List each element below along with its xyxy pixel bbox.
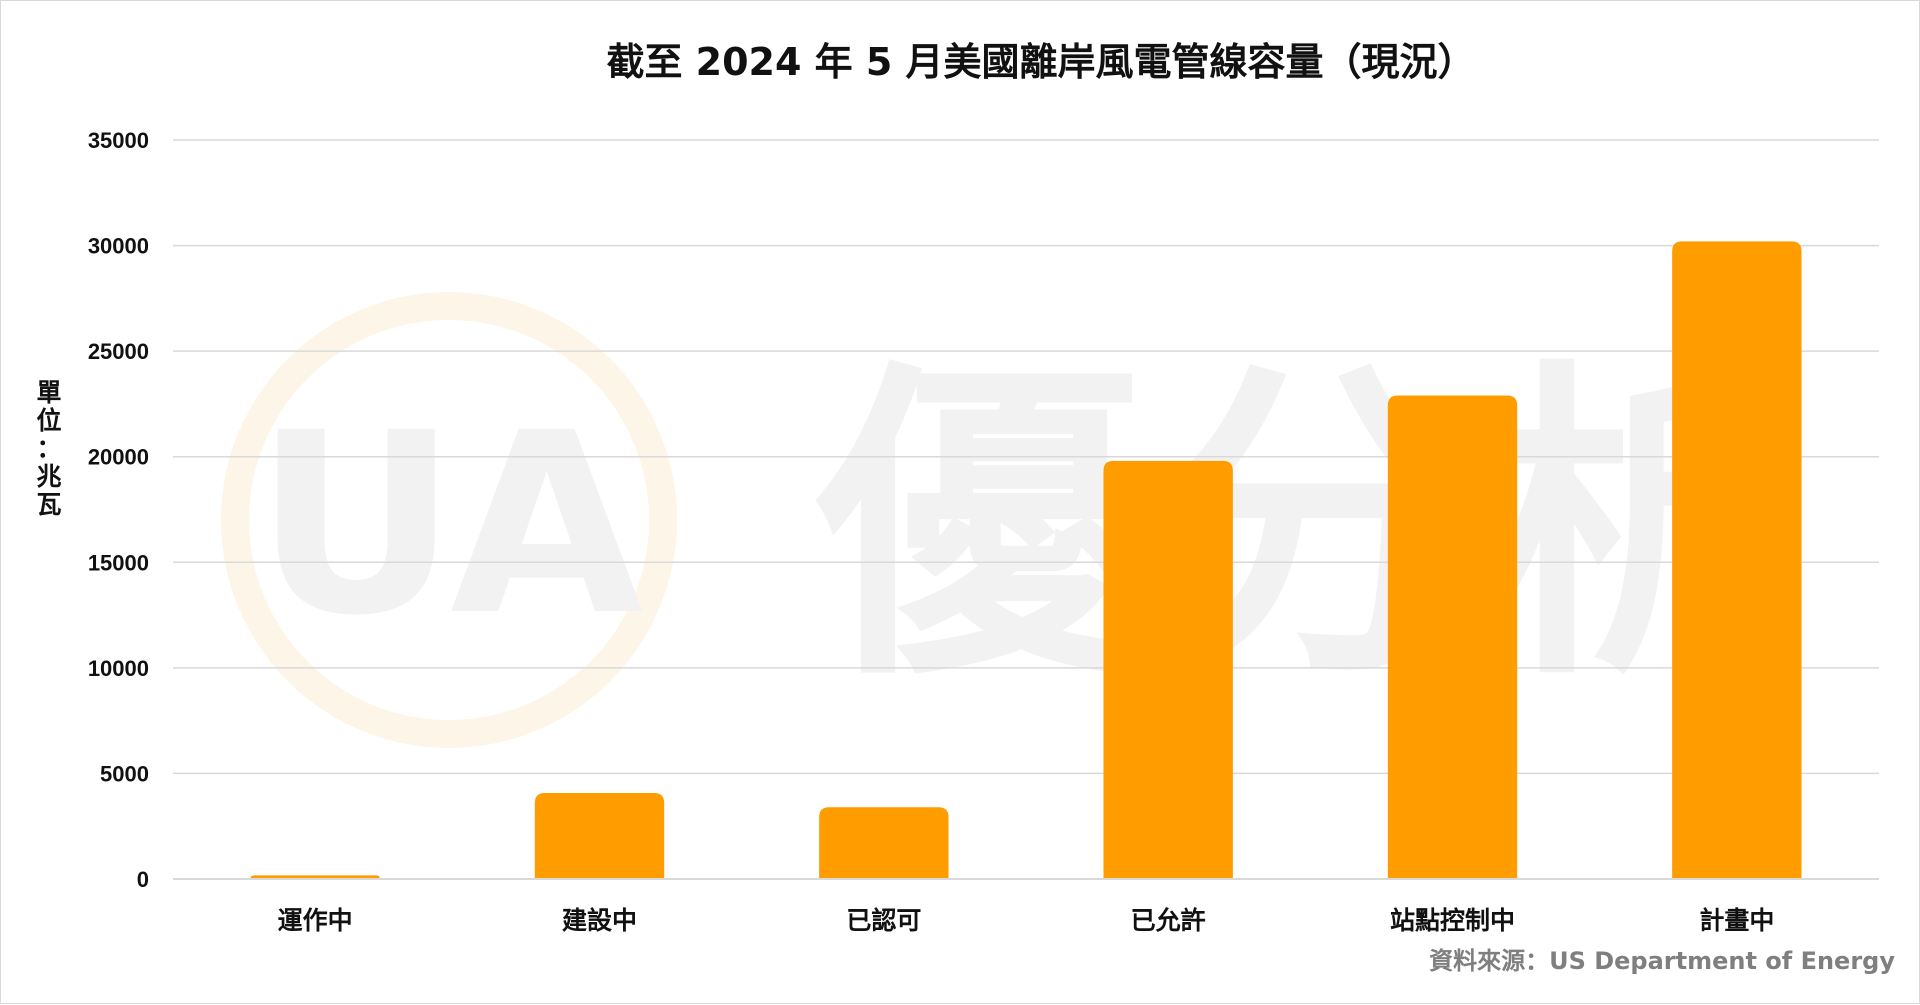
x-category-label: 站點控制中 [1390, 906, 1515, 935]
y-axis-label-char: 兆 [36, 462, 61, 491]
y-tick-label: 35000 [88, 128, 149, 153]
x-category-label: 運作中 [278, 906, 353, 935]
x-category-label: 已允許 [1131, 906, 1206, 935]
watermark: UA 優分析 [221, 292, 1806, 748]
x-category-label: 建設中 [562, 906, 637, 935]
y-tick-label: 0 [137, 867, 149, 892]
y-tick-label: 15000 [88, 550, 149, 575]
y-axis-label-char: 位 [36, 406, 61, 435]
y-axis-label-text: 單位：兆瓦 [36, 378, 61, 519]
y-tick-label: 10000 [88, 656, 149, 681]
y-tick-label: 30000 [88, 234, 149, 259]
y-tick-label: 5000 [100, 761, 149, 786]
y-axis-label-char: 單 [36, 378, 61, 407]
chart-title: 截至 2024 年 5 月美國離岸風電管線容量（現況） [606, 40, 1475, 84]
y-axis-label-char: ： [36, 434, 61, 463]
bar-6 [1672, 241, 1802, 879]
y-axis-label: 單位：兆瓦 [36, 378, 61, 519]
bar-2 [534, 792, 665, 879]
y-axis-ticks: 0 5000 10000 15000 20000 25000 30000 35000 [88, 128, 149, 892]
watermark-logo-ring [221, 292, 677, 748]
x-category-label: 已認可 [846, 906, 921, 935]
bars [250, 241, 1802, 879]
x-category-label: 計畫中 [1699, 906, 1774, 935]
gridlines [173, 139, 1879, 775]
bar-3 [819, 807, 949, 879]
x-axis-categories: 運作中 建設中 已認可 已允許 站點控制中 計畫中 [278, 906, 1775, 935]
source-note: 資料來源：US Department of Energy [1429, 947, 1895, 975]
bar-5 [1387, 395, 1518, 879]
y-tick-label: 25000 [88, 339, 149, 364]
watermark-logo-letters: UA [255, 379, 644, 670]
y-axis-label-char: 瓦 [36, 490, 61, 519]
y-tick-label: 20000 [88, 445, 149, 470]
bar-4 [1103, 460, 1233, 879]
watermark-text: 優分析 [811, 335, 1806, 719]
